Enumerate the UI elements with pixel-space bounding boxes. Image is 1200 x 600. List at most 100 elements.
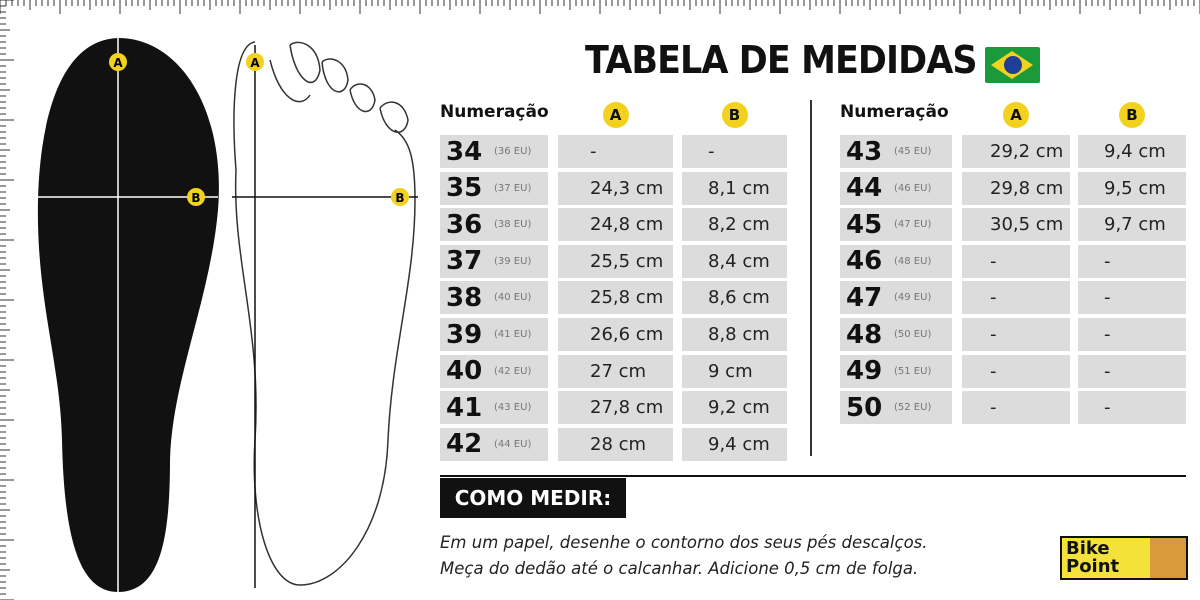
br-size: 41 [446, 392, 483, 423]
eu-size: (45 EU) [894, 146, 932, 157]
marker-b-insole: B [187, 188, 205, 206]
size-cell: 42 (44 EU) [440, 427, 548, 461]
size-cell: 36 (38 EU) [440, 208, 548, 242]
eu-size: (52 EU) [894, 402, 932, 414]
marker-a-foot: A [246, 53, 264, 71]
br-size: 34 [446, 136, 483, 167]
size-cell: 34 (36 EU) [440, 135, 548, 168]
measure-a-cell: 25,5 cm [558, 244, 673, 278]
svg-text:A: A [250, 56, 260, 70]
br-size: 43 [846, 136, 883, 167]
measure-b: 9,4 cm [1104, 141, 1166, 162]
marker-b-foot: B [391, 188, 409, 206]
measure-a-cell: - [962, 354, 1070, 388]
measure-a: 24,3 cm [590, 177, 664, 199]
foot-illustration: A B A B [37, 38, 418, 592]
measure-a: - [990, 287, 997, 309]
size-cell: 35 (37 EU) [440, 171, 548, 205]
measure-b: - [1104, 287, 1111, 309]
column-b-marker: B [1119, 102, 1145, 128]
size-cell: 49 (51 EU) [840, 354, 952, 388]
marker-a-insole: A [109, 53, 127, 71]
br-size: 44 [846, 173, 883, 204]
eu-size: (37 EU) [494, 182, 532, 194]
eu-size: (51 EU) [894, 365, 932, 377]
measure-a-cell: 26,6 cm [558, 318, 673, 351]
measure-a: 27,8 cm [590, 397, 664, 419]
br-size: 47 [846, 282, 883, 313]
measure-b: 8,2 cm [708, 214, 770, 236]
measure-a-cell: 24,8 cm [558, 208, 673, 242]
eu-size: (36 EU) [494, 146, 532, 157]
br-size: 38 [446, 282, 483, 313]
measure-b-cell: - [1078, 391, 1186, 425]
how-to-title: COMO MEDIR: [440, 478, 626, 518]
size-cell: 40 (42 EU) [440, 354, 548, 388]
measure-b: 9 cm [708, 360, 753, 382]
measure-b-cell: 8,8 cm [682, 318, 787, 351]
measure-a: 28 cm [590, 433, 647, 455]
size-cell: 47 (49 EU) [840, 281, 952, 315]
size-cell: 45 (47 EU) [840, 208, 952, 242]
measure-b-cell: - [1078, 281, 1186, 315]
measure-a-cell: 28 cm [558, 427, 673, 461]
measure-a: - [990, 397, 997, 419]
measure-a-cell: - [962, 244, 1070, 278]
measure-b-cell: 9,5 cm [1078, 171, 1186, 205]
measure-a-cell: 25,8 cm [558, 281, 673, 315]
size-cell: 50 (52 EU) [840, 391, 952, 425]
measure-b-cell: 9 cm [682, 354, 787, 388]
measure-b: - [1104, 360, 1111, 382]
br-size: 35 [446, 173, 483, 204]
measure-a-cell: 30,5 cm [962, 208, 1070, 242]
size-header: Numeração [840, 102, 949, 122]
section-rule [440, 475, 1186, 477]
measure-a: 30,5 cm [990, 214, 1064, 236]
measure-a-cell: - [962, 281, 1070, 315]
eu-size: (47 EU) [894, 219, 932, 231]
measure-b-cell: 9,7 cm [1078, 208, 1186, 242]
br-size: 42 [446, 429, 483, 460]
measure-a-cell: 27,8 cm [558, 391, 673, 425]
size-cell: 39 (41 EU) [440, 318, 548, 351]
measure-b-cell: 9,2 cm [682, 391, 787, 425]
size-header: Numeração [440, 102, 549, 122]
svg-text:B: B [191, 191, 200, 205]
measure-b: - [708, 141, 715, 162]
measure-a-cell: 27 cm [558, 354, 673, 388]
eu-size: (43 EU) [494, 402, 532, 414]
size-cell: 38 (40 EU) [440, 281, 548, 315]
measure-b: 8,1 cm [708, 177, 770, 199]
br-size: 39 [446, 319, 483, 350]
size-cell: 37 (39 EU) [440, 244, 548, 278]
measure-b: 9,7 cm [1104, 214, 1166, 236]
measure-a-cell: 24,3 cm [558, 171, 673, 205]
measure-a: 29,8 cm [990, 177, 1064, 199]
br-size: 49 [846, 356, 883, 387]
measure-a: 26,6 cm [590, 324, 664, 345]
measure-a-cell: 29,8 cm [962, 171, 1070, 205]
measure-a: 27 cm [590, 360, 647, 382]
measure-a-cell: 29,2 cm [962, 135, 1070, 168]
measure-a-cell: - [558, 135, 673, 168]
measure-b: 8,6 cm [708, 287, 770, 309]
size-cell: 48 (50 EU) [840, 318, 952, 351]
eu-size: (48 EU) [894, 255, 932, 267]
measure-a-cell: - [962, 391, 1070, 425]
svg-text:A: A [113, 56, 123, 70]
how-to-line-2: Meça do dedão até o calcanhar. Adicione … [440, 559, 919, 578]
how-to-line-1: Em um papel, desenhe o contorno dos seus… [440, 533, 928, 552]
column-b-marker: B [721, 102, 748, 128]
measure-b: - [1104, 397, 1111, 419]
measure-b-cell: 9,4 cm [682, 427, 787, 461]
measure-a: - [990, 250, 997, 272]
column-a-marker: A [602, 102, 629, 128]
measure-b-cell: - [1078, 244, 1186, 278]
ruler-top [0, 0, 1200, 14]
size-cell: 41 (43 EU) [440, 391, 548, 425]
measure-a: 29,2 cm [990, 141, 1064, 162]
eu-size: (42 EU) [494, 365, 532, 377]
eu-size: (50 EU) [894, 329, 932, 340]
eu-size: (49 EU) [894, 292, 932, 304]
eu-size: (40 EU) [494, 292, 532, 304]
